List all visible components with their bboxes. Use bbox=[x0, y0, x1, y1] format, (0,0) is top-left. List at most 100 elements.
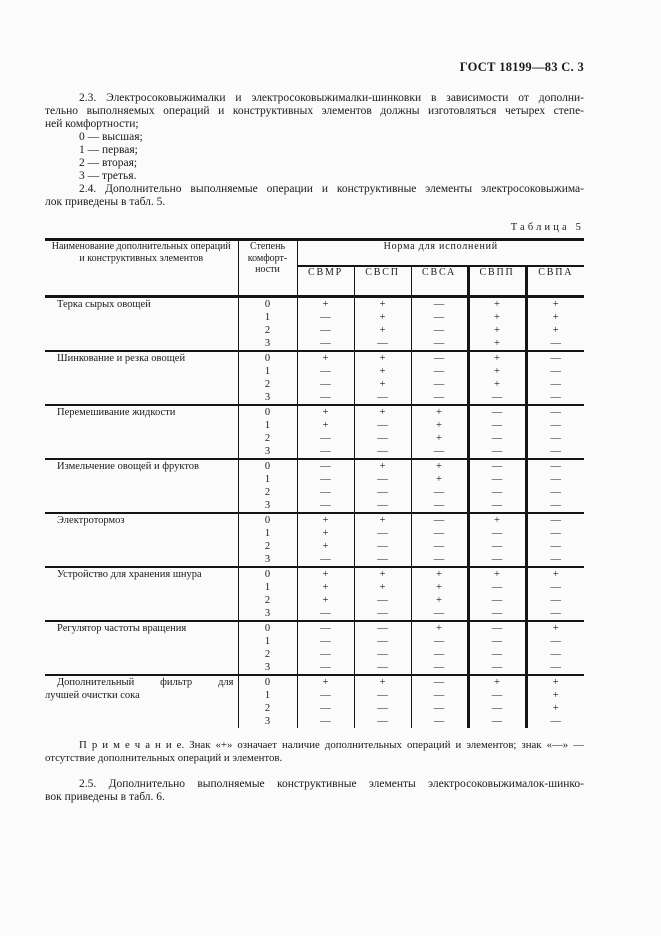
value-cell: — — — — bbox=[466, 404, 526, 459]
value-mark: — bbox=[377, 703, 388, 714]
row-label-cell: Устройство для хранения шнура bbox=[45, 566, 238, 621]
value-cell: — — — — bbox=[296, 458, 354, 513]
value-mark: + bbox=[552, 623, 559, 634]
value-mark: + bbox=[436, 569, 442, 580]
value-mark: — bbox=[550, 366, 562, 377]
value-mark: — bbox=[491, 446, 503, 457]
value-mark: — bbox=[320, 366, 331, 377]
value-mark: — bbox=[320, 636, 331, 647]
value-mark: — bbox=[377, 392, 388, 403]
value-mark: — bbox=[320, 500, 331, 511]
value-mark: — bbox=[377, 528, 388, 539]
paragraph-line: 2.3. Электросоковыжималки и электросоков… bbox=[79, 92, 584, 104]
comfort-level-cell: 0 1 2 3 bbox=[237, 458, 297, 513]
value-cell: + + — — bbox=[296, 404, 354, 459]
value-cell: + + + — bbox=[466, 350, 526, 405]
table-row: Устройство для хранения шнура 0 1 2 3 + + + — + + —… bbox=[45, 566, 585, 621]
value-mark: — bbox=[377, 338, 388, 349]
paragraph-2-4: 2.4. Дополнительно выполняемые операции … bbox=[45, 183, 584, 209]
value-mark: — bbox=[550, 649, 562, 660]
table-row: Перемешивание жидкости 0 1 2 3 + + — — + — — — + + + — — —… bbox=[45, 404, 585, 459]
table-row: Дополнительный фильтр для лучшей очистки … bbox=[45, 674, 585, 728]
comfort-level-value: 1 bbox=[264, 528, 271, 539]
value-mark: — bbox=[377, 433, 388, 444]
value-cell: + — — — bbox=[524, 620, 585, 675]
header-line: Степень bbox=[249, 241, 286, 252]
value-mark: — bbox=[320, 608, 331, 619]
value-mark: — bbox=[433, 325, 445, 336]
column-group-header-norm: Норма для исполнений bbox=[296, 239, 585, 267]
value-mark: — bbox=[320, 461, 331, 472]
value-mark: + bbox=[379, 325, 386, 336]
value-cell: — — — — bbox=[410, 296, 468, 351]
note: П р и м е ч а н и е. Знак «+» означает н… bbox=[45, 739, 584, 765]
value-mark: + bbox=[494, 353, 500, 364]
value-mark: — bbox=[491, 662, 503, 673]
value-mark: — bbox=[491, 608, 503, 619]
value-cell: + — — — bbox=[466, 512, 526, 567]
comfort-level-value: 3 bbox=[264, 392, 271, 403]
value-mark: — bbox=[550, 379, 562, 390]
row-label-line: лучшей очистки сока bbox=[45, 690, 140, 701]
value-cell: — — — — bbox=[410, 674, 468, 728]
row-label-line: Устройство для хранения шнура bbox=[57, 569, 202, 580]
comfort-level-value: 1 bbox=[264, 420, 271, 431]
value-cell: — — — — bbox=[353, 620, 411, 675]
comfort-level-value: 3 bbox=[264, 338, 271, 349]
value-mark: + bbox=[552, 703, 559, 714]
value-mark: — bbox=[433, 608, 445, 619]
value-mark: + bbox=[436, 433, 442, 444]
comfort-level-value: 2 bbox=[264, 649, 271, 660]
comfort-level-cell: 0 1 2 3 bbox=[237, 404, 297, 459]
column-header-svsa: СВСА bbox=[410, 266, 468, 298]
comfort-level-value: 1 bbox=[264, 366, 271, 377]
comfort-level-value: 0 bbox=[264, 569, 271, 580]
value-mark: — bbox=[550, 636, 562, 647]
column-header-operations: Наименование дополнительных операций и к… bbox=[45, 239, 238, 298]
value-cell: + + + — bbox=[353, 350, 411, 405]
row-label-line: Регулятор частоты вращения bbox=[57, 623, 187, 634]
value-mark: — bbox=[377, 446, 388, 457]
value-mark: + bbox=[494, 379, 500, 390]
value-cell: — — — — bbox=[466, 620, 526, 675]
comfort-level-value: 2 bbox=[264, 379, 271, 390]
value-mark: — bbox=[491, 541, 503, 552]
paragraph-line: лок приведены в табл. 5. bbox=[45, 196, 166, 208]
value-cell: + — — — bbox=[296, 296, 354, 351]
paragraph-line: вок приведены в табл. 6. bbox=[45, 791, 165, 803]
value-mark: — bbox=[491, 623, 503, 634]
value-mark: — bbox=[433, 299, 445, 310]
value-mark: + bbox=[379, 299, 386, 310]
comfort-level-value: 2 bbox=[264, 433, 271, 444]
value-mark: — bbox=[550, 541, 562, 552]
paragraph-line: тельно выполняемых операций и конструкти… bbox=[45, 105, 584, 117]
comfort-level-value: 1 bbox=[264, 312, 271, 323]
value-mark: — bbox=[491, 474, 503, 485]
comfort-level-value: 0 bbox=[264, 353, 271, 364]
comfort-level-value: 3 bbox=[264, 716, 271, 727]
row-label-cell: Электротормоз bbox=[45, 512, 238, 567]
table-body: Терка сырых овощей 0 1 2 3 + — — — + + + — — — — — + + + + + +… bbox=[45, 296, 585, 728]
value-cell: + + + — bbox=[353, 296, 411, 351]
comfort-level-value: 3 bbox=[264, 554, 271, 565]
column-header-svpp: СВПП bbox=[466, 266, 526, 298]
value-mark: + bbox=[552, 569, 559, 580]
value-mark: — bbox=[491, 716, 503, 727]
value-mark: — bbox=[550, 433, 562, 444]
value-mark: — bbox=[491, 487, 503, 498]
table-row: Терка сырых овощей 0 1 2 3 + — — — + + + — — — — — + + + + + +… bbox=[45, 296, 585, 351]
value-cell: + — — — bbox=[466, 566, 526, 621]
value-mark: + bbox=[436, 623, 442, 634]
value-mark: — bbox=[320, 446, 331, 457]
value-mark: — bbox=[550, 392, 562, 403]
value-cell: — — — — bbox=[524, 458, 585, 513]
value-mark: + bbox=[322, 569, 329, 580]
value-mark: — bbox=[433, 541, 445, 552]
value-mark: — bbox=[550, 554, 562, 565]
value-mark: + bbox=[494, 312, 500, 323]
value-mark: + bbox=[322, 677, 329, 688]
value-mark: — bbox=[550, 338, 562, 349]
comfort-level-cell: 0 1 2 3 bbox=[237, 296, 297, 351]
value-mark: — bbox=[491, 703, 503, 714]
row-label-line: Дополнительный фильтр для bbox=[57, 677, 234, 688]
